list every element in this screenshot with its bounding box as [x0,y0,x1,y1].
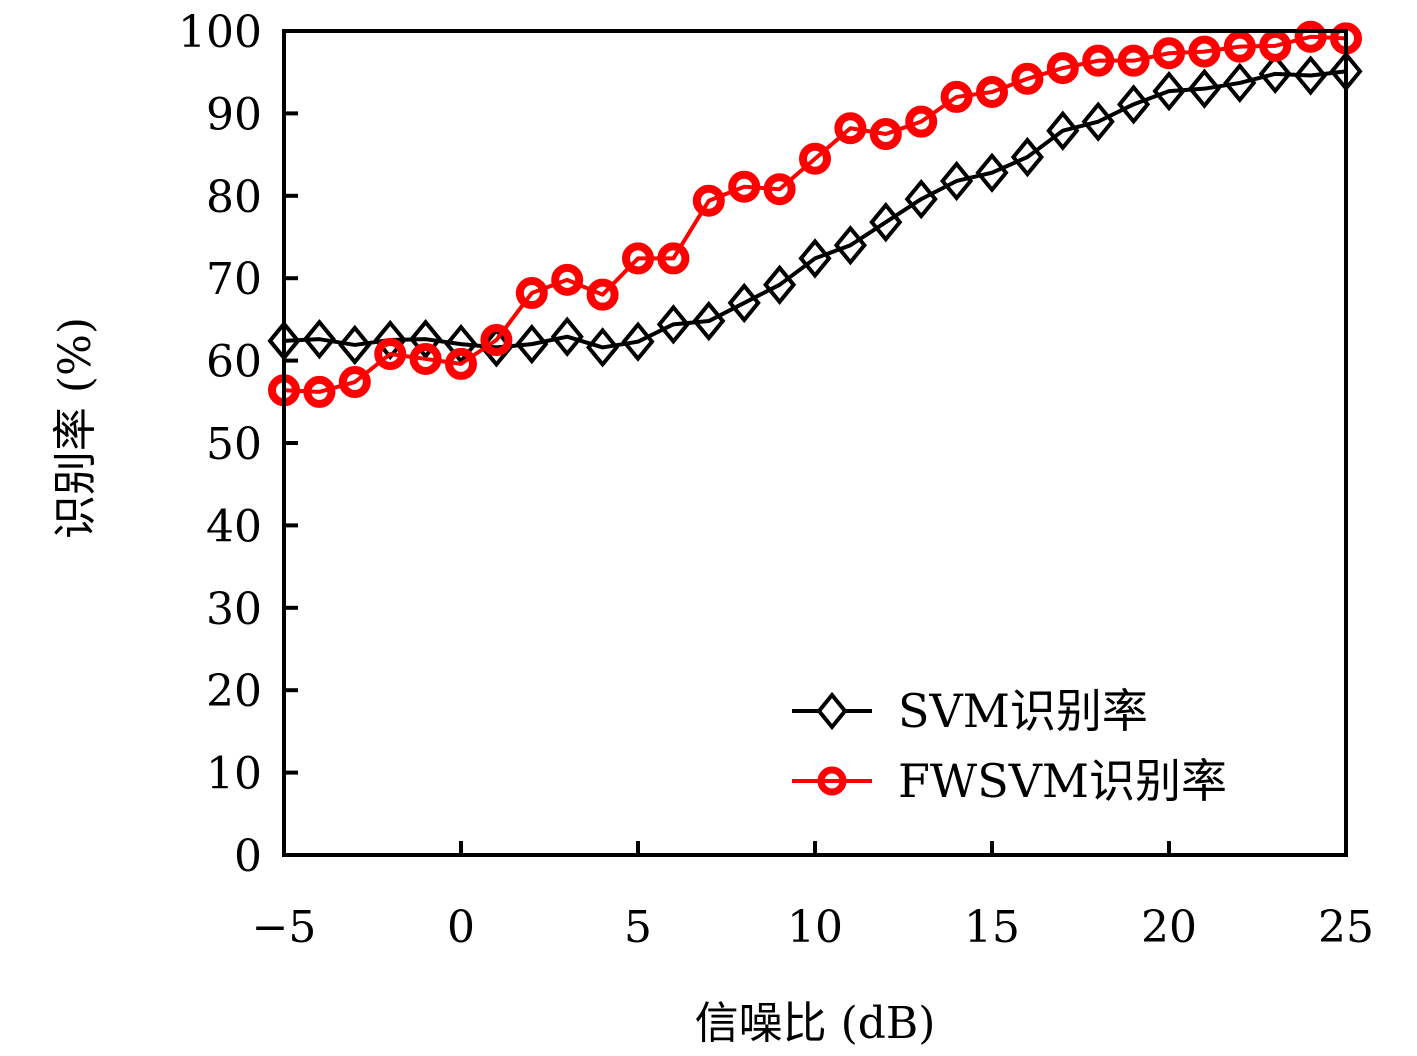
series-line [283,69,1347,350]
data-point [444,323,478,365]
legend-svm-marker [816,691,848,731]
data-point [1223,30,1256,63]
data-point [1187,68,1221,109]
data-point [374,338,407,371]
data-point [833,225,867,266]
data-point [869,202,903,243]
data-point [1117,84,1151,125]
x-axis: −5 0 5 10 15 20 25 [252,841,1374,953]
data-point [1046,52,1079,85]
data-point [1188,35,1221,68]
data-point [445,347,477,380]
data-point [338,366,371,399]
legend-svm-label: SVM识别率 [898,684,1148,738]
data-point [1117,44,1150,77]
legend-fwsvm-marker [817,766,847,796]
x-tick-label: −5 [252,902,317,953]
data-point [373,319,407,361]
data-point [1294,20,1327,53]
y-tick-label: 90 [206,89,262,140]
data-point [586,327,620,368]
data-point [940,80,973,113]
data-point [1294,55,1328,96]
y-tick-label: 20 [206,666,262,717]
series-fwsvm [268,20,1362,408]
y-axis-title: 识别率 (%) [50,317,101,539]
x-tick-label: 0 [447,902,475,953]
data-point [692,300,726,342]
data-point [515,323,549,365]
data-point [338,324,372,366]
data-point [728,170,761,203]
data-point [975,152,1009,193]
data-point [1259,29,1292,62]
data-point [1152,71,1186,112]
data-point [1010,136,1044,178]
data-point [1258,53,1292,94]
data-point [763,264,797,305]
data-point [1011,62,1044,95]
data-point [727,282,761,324]
data-point [622,242,654,275]
data-point [940,160,974,202]
y-tick-label: 30 [206,584,262,635]
data-point [763,173,796,206]
data-point [303,375,336,408]
x-tick-label: 20 [1141,902,1197,953]
data-point [515,277,548,310]
data-point [409,319,443,360]
y-tick-label: 10 [206,749,262,800]
legend: SVM识别率 FWSVM识别率 [792,684,1227,808]
data-point [904,178,938,220]
data-point [798,238,832,279]
data-point [1046,110,1080,151]
x-tick-label: 15 [964,902,1020,953]
data-point [692,184,725,217]
plot-frame [282,29,1348,857]
data-point [1223,62,1257,104]
y-tick-label: 50 [206,419,262,470]
data-point [869,118,902,150]
data-point [551,263,584,296]
x-tick-label: 5 [624,902,652,953]
series-svm [267,51,1363,368]
data-point [480,324,513,356]
data-point [1081,101,1115,142]
data-point [657,242,690,275]
data-point [621,321,655,362]
data-point [409,342,442,375]
data-point [834,112,867,145]
series-line [283,34,1347,394]
data-point [1153,37,1185,70]
y-tick-label: 70 [206,254,262,305]
y-tick-label: 80 [206,172,262,223]
legend-fwsvm-label: FWSVM识别率 [898,754,1227,808]
data-point [656,304,690,345]
series-layer [267,20,1363,408]
y-tick-label: 40 [206,501,262,552]
y-axis: 0 10 20 30 40 50 60 70 80 90 100 [178,7,298,882]
y-tick-label: 0 [234,831,262,882]
x-tick-label: 10 [787,902,843,953]
data-point [550,316,584,357]
y-tick-label: 60 [206,337,262,388]
data-point [586,278,619,311]
data-point [799,142,831,175]
data-point [302,319,336,360]
data-point [905,105,938,138]
data-point [1082,44,1115,77]
y-tick-label: 100 [178,7,262,58]
data-point [976,75,1008,108]
x-axis-title: 信噪比 (dB) [695,998,936,1049]
x-tick-label: 25 [1318,902,1374,953]
